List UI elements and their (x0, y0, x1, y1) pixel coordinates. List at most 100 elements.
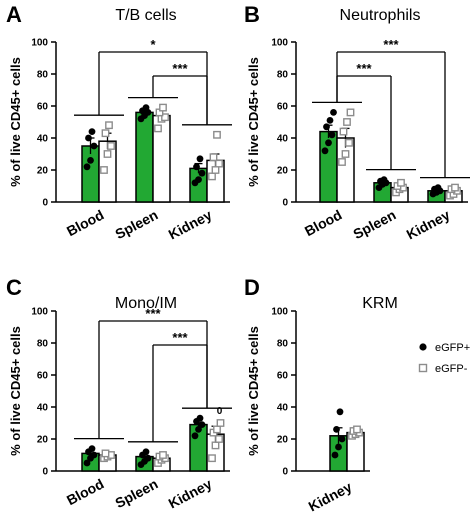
y-tick-label: 100 (271, 38, 288, 49)
y-tick-label: 60 (277, 371, 289, 382)
data-point-egfp-pos (85, 134, 92, 142)
y-tick-label: 40 (37, 134, 49, 145)
legend-label: eGFP+ (435, 342, 470, 354)
panel-letter: D (244, 275, 260, 300)
panel-title: Mono/IM (115, 295, 177, 312)
y-axis-label: % of live CD45+ cells (8, 326, 23, 456)
bar-egfp-pos (135, 111, 154, 203)
category-label: Kidney (306, 478, 355, 514)
y-tick-label: 40 (277, 403, 289, 414)
data-point-egfp-pos (325, 139, 332, 147)
data-point-egfp-pos (87, 157, 94, 164)
data-point-egfp-neg (345, 138, 353, 147)
category-label: Spleen (112, 207, 160, 243)
data-point-egfp-pos (326, 117, 334, 124)
bar-egfp-pos (81, 145, 100, 203)
category-label: Kidney (166, 206, 215, 242)
data-point-egfp-neg (213, 130, 221, 139)
data-point-egfp-pos (88, 128, 96, 136)
data-point-egfp-neg (346, 108, 355, 117)
significance-label: *** (172, 61, 188, 76)
data-point-egfp-pos (142, 104, 150, 111)
y-tick-label: 40 (277, 134, 289, 145)
data-point-egfp-neg (208, 172, 216, 181)
panel-letter: C (6, 275, 22, 300)
data-point-egfp-pos (333, 426, 340, 433)
y-tick-label: 40 (37, 403, 49, 414)
data-point-egfp-neg (209, 153, 218, 162)
y-tick-label: 60 (37, 371, 49, 382)
category-label: Blood (64, 207, 107, 240)
category-label: Spleen (112, 476, 160, 512)
legend-marker-square (418, 363, 428, 373)
significance-label: * (150, 37, 156, 52)
panel-c: C Mono/IM % of live CD45+ cells 0 20 40 60 80 10… (6, 275, 232, 512)
y-axis-label: % of live CD45+ cells (246, 326, 261, 456)
data-point-egfp-pos (323, 123, 330, 131)
data-point-egfp-pos (144, 454, 152, 462)
category-label: Spleen (350, 207, 398, 243)
panel-title: T/B cells (115, 7, 176, 24)
data-point-egfp-neg (105, 121, 113, 130)
data-point-egfp-neg (216, 419, 225, 427)
data-point-egfp-neg (215, 159, 223, 168)
data-point-egfp-pos (336, 408, 344, 416)
data-point-egfp-neg (107, 142, 115, 150)
data-point-egfp-neg (451, 183, 459, 192)
y-tick-label: 60 (277, 102, 289, 113)
data-point-egfp-neg (339, 127, 348, 136)
panel-title: Neutrophils (340, 7, 421, 24)
data-point-egfp-neg (159, 451, 167, 459)
data-point-egfp-pos (321, 147, 329, 155)
y-tick-label: 20 (277, 166, 289, 177)
data-point-egfp-pos (193, 163, 200, 171)
y-tick-label: 100 (31, 307, 48, 318)
data-point-egfp-pos (330, 109, 337, 116)
category-label: Kidney (166, 475, 215, 511)
y-tick-label: 0 (282, 198, 288, 209)
y-tick-label: 0 (282, 467, 288, 478)
significance-label: *** (383, 37, 399, 52)
data-point-egfp-neg (211, 441, 220, 450)
data-point-egfp-pos (90, 142, 98, 150)
data-point-egfp-pos (195, 176, 202, 184)
data-point-egfp-neg (208, 454, 216, 463)
data-point-egfp-neg (154, 124, 162, 133)
data-point-egfp-pos (434, 184, 442, 192)
data-point-egfp-neg (101, 129, 110, 138)
panel-d: D KRM % of live CD45+ cells 0 20 40 60 80 100 Kid… (244, 275, 398, 515)
data-point-egfp-pos (142, 448, 150, 456)
data-point-egfp-pos (83, 163, 91, 171)
panel-letter: B (244, 2, 260, 27)
category-label: Blood (64, 476, 107, 509)
y-tick-label: 60 (37, 102, 49, 113)
significance-label: *** (172, 330, 188, 345)
y-axis-label: % of live CD45+ cells (8, 57, 23, 187)
annotation-label: 0 (217, 406, 223, 417)
data-point-egfp-pos (83, 459, 91, 467)
data-point-egfp-pos (88, 445, 96, 452)
y-tick-label: 80 (37, 339, 49, 350)
data-point-egfp-neg (103, 150, 112, 158)
category-label: Blood (302, 207, 345, 240)
data-point-egfp-pos (198, 421, 206, 428)
data-point-egfp-neg (215, 435, 223, 443)
panel-letter: A (6, 2, 22, 27)
data-point-egfp-neg (101, 449, 110, 458)
panel-b: B Neutrophils % of live CD45+ cells 0 20 40 60… (244, 2, 470, 243)
data-point-egfp-pos (380, 176, 388, 184)
data-point-egfp-pos (335, 443, 342, 451)
legend-label: eGFP- (435, 363, 468, 375)
y-axis-label: % of live CD45+ cells (246, 57, 261, 187)
y-tick-label: 100 (31, 38, 48, 49)
panel-a: A T/B cells % of live CD45+ cells 0 20 40 60 80… (6, 2, 232, 243)
data-point-egfp-neg (397, 178, 405, 187)
data-point-egfp-neg (100, 166, 108, 174)
y-tick-label: 0 (42, 198, 48, 209)
data-point-egfp-pos (328, 131, 336, 139)
significance-label: *** (356, 61, 372, 76)
data-point-egfp-pos (338, 435, 346, 443)
data-point-egfp-pos (331, 451, 339, 459)
data-point-egfp-pos (191, 432, 199, 440)
